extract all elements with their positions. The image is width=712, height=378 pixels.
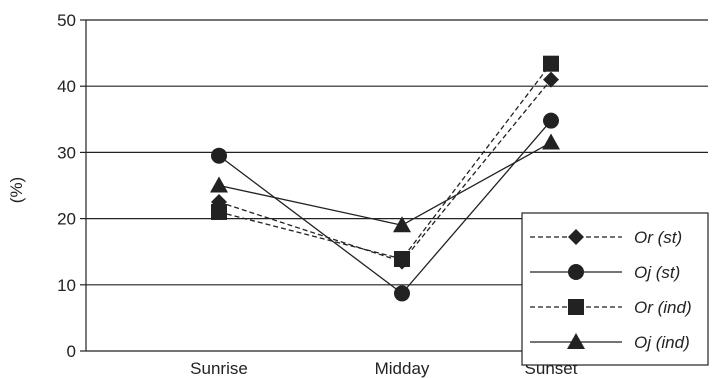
legend: Or (st) Oj (st) Or (ind) Oj (ind): [521, 212, 709, 366]
series-lines: [210, 55, 560, 302]
data-point-oj-ind-sunrise: [210, 176, 228, 193]
series-oj-ind: [210, 133, 560, 233]
y-tick-label-50: 50: [57, 11, 76, 30]
data-point-or-ind-sunrise: [211, 203, 227, 220]
x-tick-label-sunrise: Sunrise: [190, 359, 248, 378]
legend-label-oj-st: Oj (st): [634, 263, 680, 282]
series-line-oj-st: [218, 120, 552, 295]
y-axis-label: (%): [7, 177, 26, 203]
data-point-oj-st-sunrise: [211, 147, 227, 164]
legend-marker-or-ind: [568, 299, 584, 315]
data-point-oj-ind-midday: [393, 216, 411, 233]
data-point-oj-st-midday: [394, 285, 410, 302]
legend-marker-oj-st: [568, 264, 584, 280]
x-tick-label-midday: Midday: [375, 359, 430, 378]
legend-item-oj-ind: Oj (ind): [530, 333, 690, 352]
legend-marker-or-st: [568, 229, 584, 245]
legend-label-or-st: Or (st): [634, 228, 682, 247]
legend-label-oj-ind: Oj (ind): [634, 333, 690, 352]
legend-label-or-ind: Or (ind): [634, 298, 692, 317]
series-line-or-ind: [218, 63, 552, 260]
data-point-oj-ind-sunset: [542, 133, 560, 150]
y-tick-label-0: 0: [67, 342, 76, 361]
y-tick-label-40: 40: [57, 77, 76, 96]
legend-item-or-st: Or (st): [530, 228, 682, 247]
series-or-st: [211, 71, 559, 270]
y-tick-label-30: 30: [57, 143, 76, 162]
legend-box: [521, 212, 709, 366]
data-point-or-ind-midday: [394, 250, 410, 267]
data-point-oj-st-sunset: [543, 112, 559, 129]
series-oj-st: [211, 112, 559, 302]
legend-item-oj-st: Oj (st): [530, 263, 680, 282]
legend-item-or-ind: Or (ind): [530, 298, 692, 317]
y-tick-label-20: 20: [57, 210, 76, 229]
y-tick-label-10: 10: [57, 276, 76, 295]
data-point-or-ind-sunset: [543, 55, 559, 72]
series-line-oj-ind: [218, 141, 552, 226]
data-point-or-st-sunset: [543, 71, 559, 88]
legend-marker-oj-ind: [567, 333, 585, 349]
series-or-ind: [211, 55, 559, 267]
